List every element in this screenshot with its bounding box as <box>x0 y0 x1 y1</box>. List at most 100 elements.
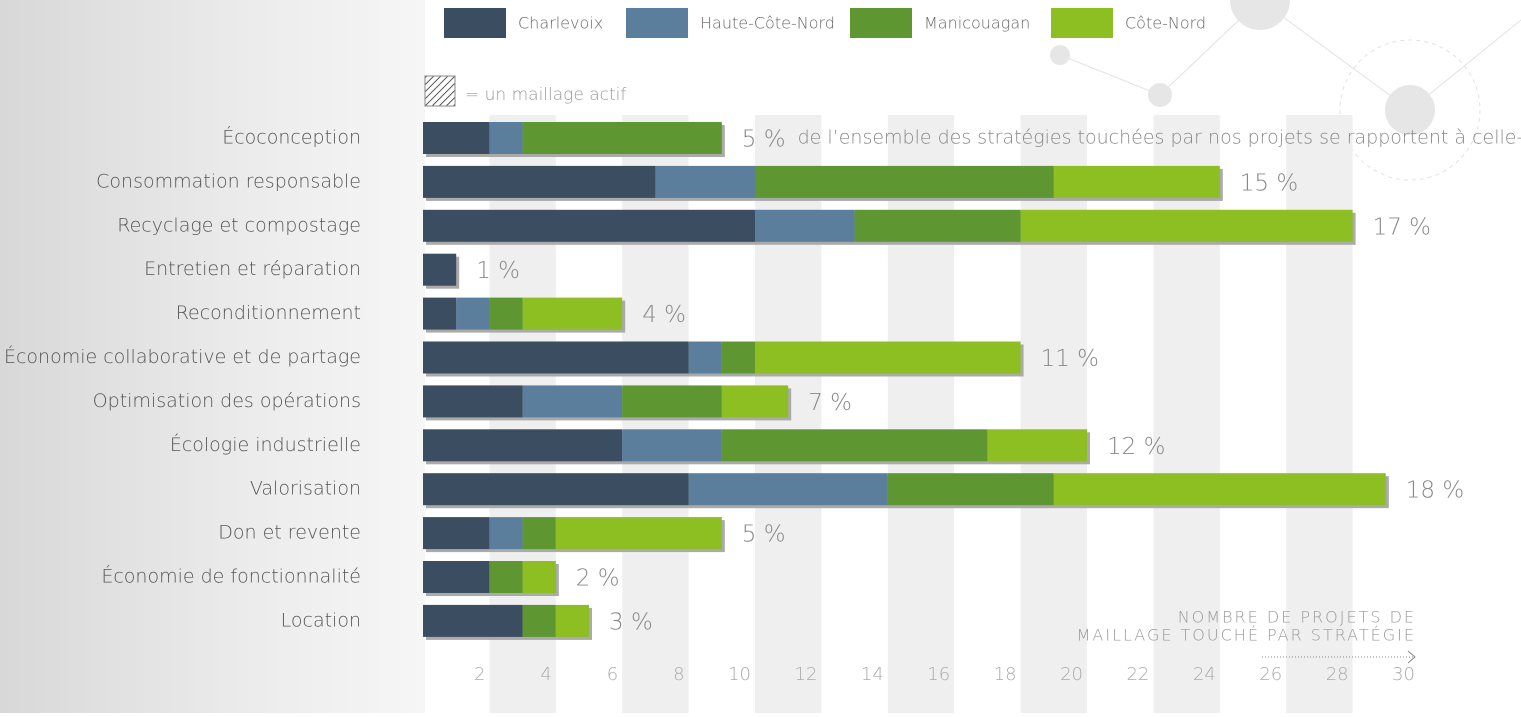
bar-segment <box>423 604 523 637</box>
bar-segment <box>555 604 589 637</box>
bar-segment <box>423 122 490 154</box>
category-label: Écoconception <box>222 126 361 149</box>
bar-segment <box>755 209 855 242</box>
bar-segment <box>1053 165 1220 198</box>
percent-label: 3 % <box>609 609 653 635</box>
legend-label: Haute-Côte-Nord <box>700 14 835 33</box>
bar-segment <box>854 209 1021 242</box>
category-label: Consommation responsable <box>96 170 361 192</box>
percent-label: 18 % <box>1406 478 1464 504</box>
bar-segment <box>489 122 523 154</box>
bar-segment <box>555 517 722 550</box>
category-label: Reconditionnement <box>176 302 361 324</box>
x-tick-label: 14 <box>861 664 884 685</box>
bar-segment <box>423 165 656 198</box>
x-tick-label: 22 <box>1126 664 1149 685</box>
bar-segment <box>688 341 722 374</box>
x-tick-label: 28 <box>1326 664 1349 685</box>
category-label: Recyclage et compostage <box>117 214 361 236</box>
legend-label: Côte-Nord <box>1125 14 1206 33</box>
bar-segment <box>423 297 457 330</box>
bar-segment <box>522 385 623 418</box>
bar-segment <box>522 604 556 637</box>
percent-label: 1 % <box>476 258 520 284</box>
x-tick-label: 4 <box>540 664 551 685</box>
x-tick-label: 18 <box>994 664 1017 685</box>
grid-band <box>887 115 955 713</box>
bar-segment <box>622 385 722 418</box>
percent-label: 11 % <box>1041 346 1099 372</box>
category-label: Location <box>281 609 361 631</box>
legend-label: Manicouagan <box>924 14 1030 33</box>
x-tick-label: 10 <box>728 664 751 685</box>
percent-label: 4 % <box>642 302 686 328</box>
bar-segment <box>1053 473 1386 506</box>
percent-label: 12 % <box>1107 434 1165 460</box>
bar-segment <box>522 122 722 154</box>
bar-segment <box>688 473 888 506</box>
bar-segment <box>655 165 755 198</box>
bar-segment <box>755 341 1021 374</box>
axis-arrow-head <box>1407 650 1416 664</box>
network-nodes <box>1050 0 1435 135</box>
bar-segment <box>489 561 523 593</box>
bar-segment <box>755 165 1054 198</box>
bar-segment <box>423 385 523 418</box>
bar-segment <box>423 517 490 550</box>
bar-segment <box>423 209 755 242</box>
bar-segment <box>522 561 556 593</box>
bar-segment <box>721 341 755 374</box>
x-tick-label: 8 <box>673 664 684 685</box>
category-label: Économie collaborative et de partage <box>4 345 361 368</box>
x-tick-label: 2 <box>474 664 485 685</box>
x-tick-label: 30 <box>1392 664 1415 685</box>
bar-segment <box>522 297 623 330</box>
percent-label: 5 % <box>742 127 786 153</box>
bar-segment <box>423 561 490 593</box>
legend-swatch <box>850 8 912 38</box>
x-tick-label: 20 <box>1060 664 1083 685</box>
percent-label: 2 % <box>576 566 620 592</box>
hatch-swatch <box>424 75 456 107</box>
x-axis-label: MAILLAGE TOUCHÉ PAR STRATÉGIE <box>1077 626 1416 645</box>
grid-band <box>1020 115 1087 713</box>
bar-segment <box>489 297 523 330</box>
category-label: Économie de fonctionnalité <box>101 565 361 588</box>
category-label: Valorisation <box>250 478 361 500</box>
bar-segment <box>721 385 789 418</box>
x-tick-label: 24 <box>1193 664 1216 685</box>
bar-segment <box>423 253 457 286</box>
legend-swatch <box>626 8 688 38</box>
percent-label: 5 % <box>742 522 786 548</box>
bar-segment <box>423 473 689 506</box>
background-panel <box>0 0 425 713</box>
hatch-note: = un maillage actif <box>465 85 626 105</box>
x-tick-label: 16 <box>927 664 950 685</box>
percent-label: 15 % <box>1240 170 1298 196</box>
x-tick-label: 12 <box>794 664 817 685</box>
legend-swatch <box>1051 8 1113 38</box>
bar-segment <box>522 517 556 550</box>
bar-segment <box>423 341 689 374</box>
category-label: Optimisation des opérations <box>93 390 361 412</box>
x-tick-label: 26 <box>1259 664 1282 685</box>
bar-segment <box>423 429 623 462</box>
bar-segment <box>622 429 722 462</box>
bar-segment <box>721 429 988 462</box>
category-label: Écologie industrielle <box>170 433 361 456</box>
category-label: Don et revente <box>218 522 361 544</box>
annotation: de l’ensemble des stratégies touchées pa… <box>798 127 1521 149</box>
bar-segment <box>1020 209 1353 242</box>
legend-swatch <box>444 8 506 38</box>
percent-label: 7 % <box>808 390 852 416</box>
category-label: Entretien et réparation <box>144 258 361 280</box>
x-tick-label: 6 <box>607 664 618 685</box>
x-axis-label: NOMBRE DE PROJETS DE <box>1178 608 1416 627</box>
bar-segment <box>887 473 1054 506</box>
bar-segment <box>987 429 1087 462</box>
legend-label: Charlevoix <box>518 14 603 33</box>
bar-segment <box>489 517 523 550</box>
percent-label: 17 % <box>1373 214 1431 240</box>
bar-segment <box>456 297 490 330</box>
